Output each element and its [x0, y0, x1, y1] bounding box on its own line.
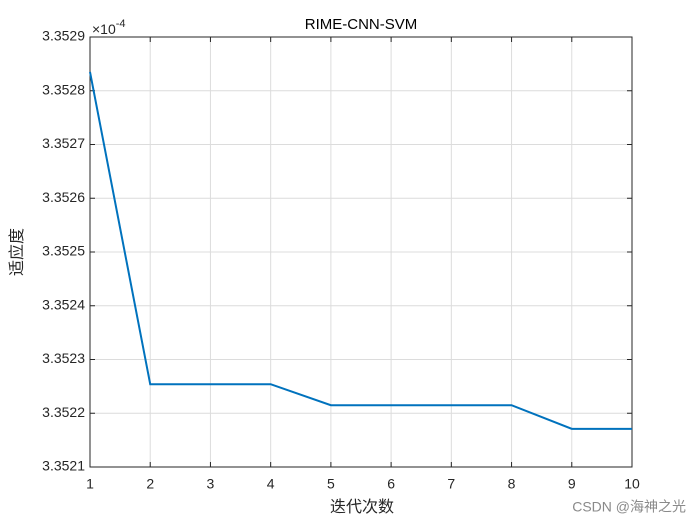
x-axis-label: 迭代次数	[330, 498, 394, 516]
chart-title: RIME-CNN-SVM	[305, 16, 418, 33]
y-tick-label: 3.3522	[42, 404, 85, 420]
y-multiplier: ×10-4	[92, 18, 126, 37]
y-tick-label: 3.3525	[42, 243, 85, 259]
x-tick-label: 8	[508, 476, 516, 492]
plot-frame	[89, 36, 633, 468]
x-tick-label: 5	[327, 476, 335, 492]
y-tick-label: 3.3528	[42, 81, 85, 97]
x-tick-label: 10	[624, 476, 640, 492]
multiplier-exponent: -4	[116, 18, 126, 30]
x-tick-label: 9	[568, 476, 576, 492]
x-tick-label: 7	[447, 476, 455, 492]
x-tick-label: 4	[267, 476, 275, 492]
multiplier-base: ×10	[92, 21, 116, 37]
watermark: CSDN @海神之光	[572, 499, 686, 515]
x-tick-label: 6	[387, 476, 395, 492]
y-tick-label: 3.3523	[42, 350, 85, 366]
y-tick-label: 3.3524	[42, 296, 85, 312]
x-tick-label: 3	[207, 476, 215, 492]
y-tick-label: 3.3521	[42, 458, 85, 474]
data-line	[89, 71, 632, 430]
y-axis-label: 适应度	[7, 228, 26, 276]
y-tick-label: 3.3526	[42, 189, 85, 205]
y-tick-label: 3.3527	[42, 135, 85, 151]
x-tick-label: 2	[146, 476, 154, 492]
y-tick-label: 3.3529	[42, 28, 85, 44]
x-tick-label: 1	[86, 476, 94, 492]
